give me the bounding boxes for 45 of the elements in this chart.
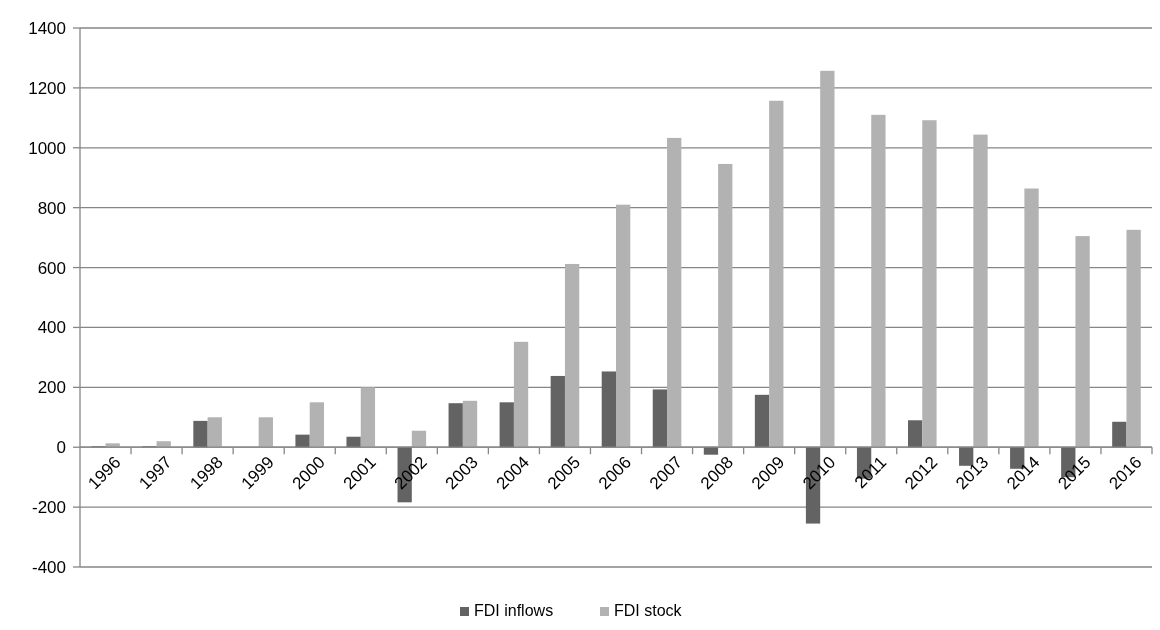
bar bbox=[1112, 421, 1127, 448]
bar bbox=[105, 443, 120, 448]
bar bbox=[448, 403, 463, 448]
bar bbox=[309, 402, 325, 448]
y-tick-label: 200 bbox=[37, 378, 66, 398]
bar bbox=[499, 402, 514, 448]
bar bbox=[346, 436, 361, 448]
y-tick-label: 0 bbox=[56, 438, 66, 458]
legend-label: FDI inflows bbox=[474, 602, 554, 619]
bar bbox=[1024, 188, 1039, 448]
bar bbox=[258, 417, 273, 448]
bar bbox=[616, 204, 631, 448]
bar bbox=[207, 417, 222, 448]
y-tick-label: 1000 bbox=[28, 138, 66, 158]
bar bbox=[1126, 229, 1141, 448]
y-tick-label: -200 bbox=[31, 498, 66, 518]
y-tick-label: 400 bbox=[37, 318, 66, 338]
bar bbox=[907, 420, 923, 448]
bar bbox=[667, 137, 682, 448]
bar bbox=[462, 400, 478, 448]
bar bbox=[156, 441, 171, 448]
bar bbox=[411, 430, 427, 448]
y-tick-label: 1400 bbox=[28, 18, 66, 38]
bar bbox=[973, 134, 988, 448]
bar bbox=[703, 447, 719, 455]
y-tick-label: 600 bbox=[37, 258, 66, 278]
bar bbox=[360, 387, 376, 448]
bar bbox=[718, 163, 733, 448]
y-tick-label: -400 bbox=[31, 557, 66, 577]
bar bbox=[1075, 236, 1090, 448]
bar bbox=[550, 375, 565, 448]
bar bbox=[193, 420, 208, 448]
bar bbox=[922, 120, 937, 448]
legend-label: FDI stock bbox=[614, 602, 683, 619]
bar bbox=[820, 70, 835, 448]
bar bbox=[513, 341, 529, 448]
y-tick-label: 800 bbox=[37, 198, 66, 218]
bar bbox=[295, 434, 310, 448]
bar bbox=[754, 394, 770, 448]
bar bbox=[871, 114, 886, 448]
bar bbox=[564, 263, 580, 448]
bar bbox=[769, 100, 784, 448]
y-tick-label: 1200 bbox=[28, 78, 66, 98]
bar bbox=[601, 371, 616, 448]
bar bbox=[652, 389, 668, 448]
